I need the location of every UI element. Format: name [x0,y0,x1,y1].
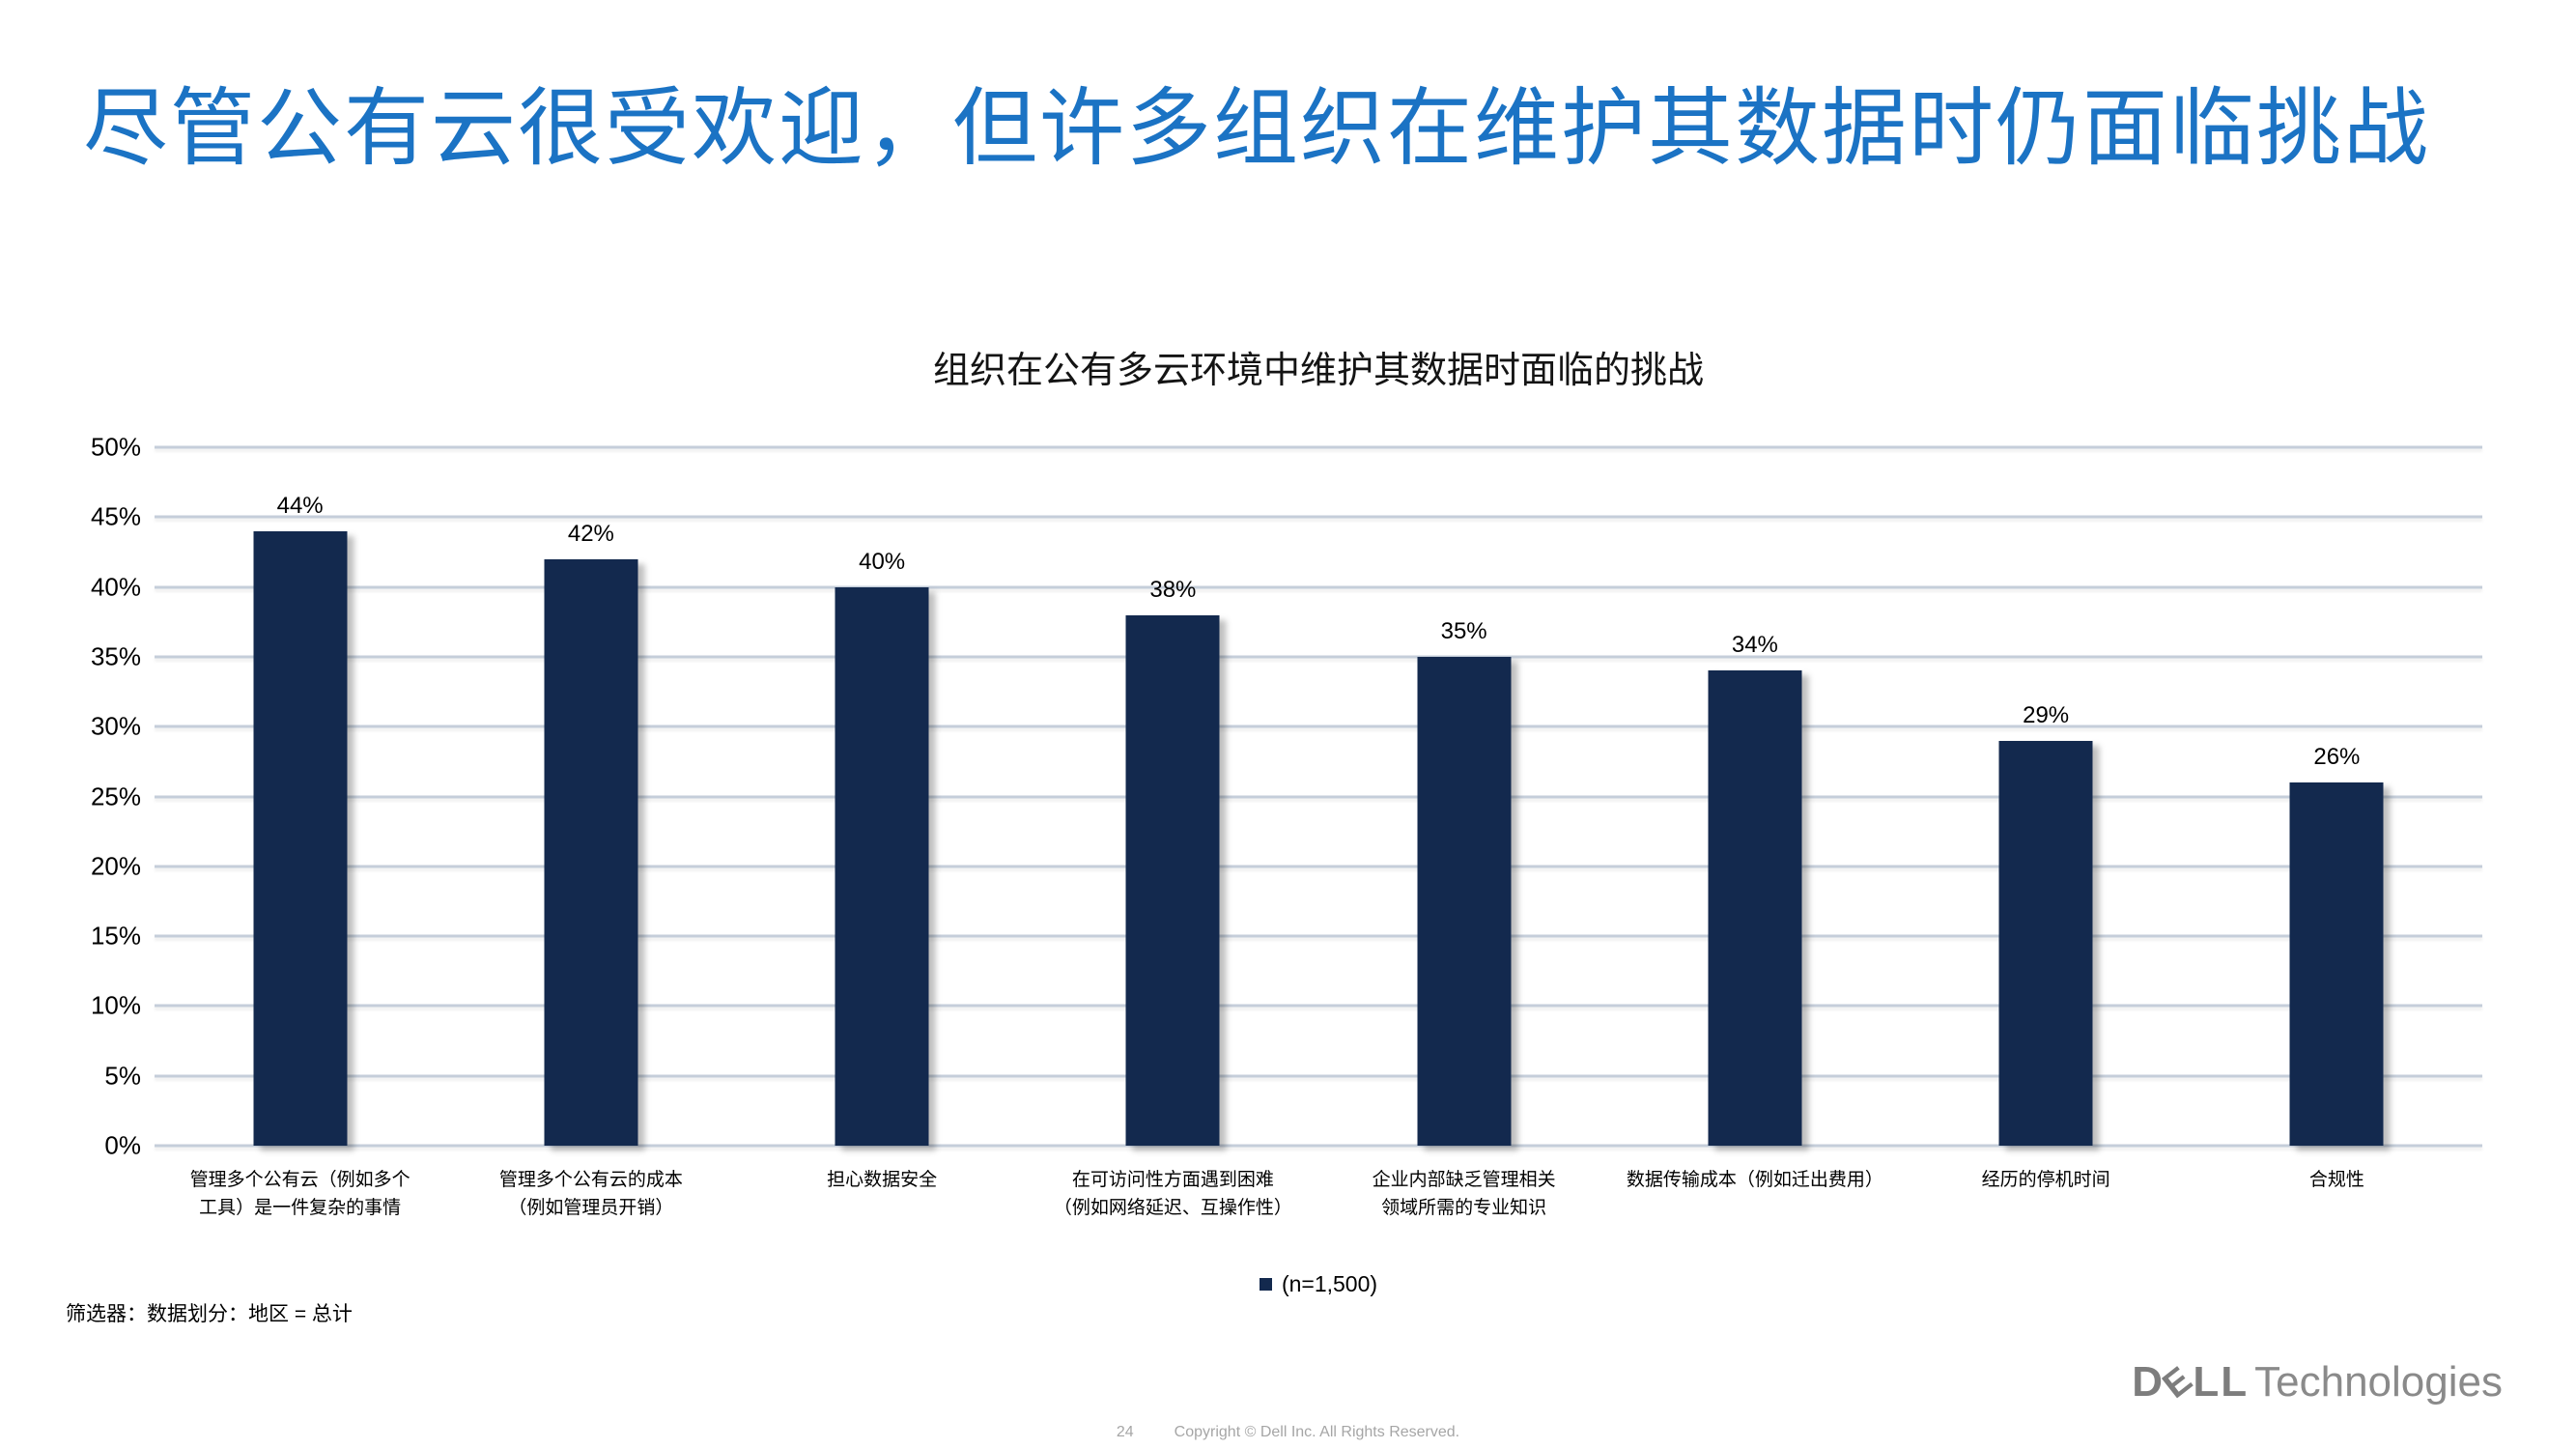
y-axis: 0% 5% 10% 15% 20% 25% 30% 35% 40% 45% 50% [0,433,141,1160]
bar-slot: 34% [1609,447,1900,1146]
y-tick-label: 20% [90,851,141,881]
bar-value-label: 42% [567,520,614,547]
bar-slot: 29% [1901,447,2192,1146]
gridline [155,1004,2482,1008]
bar-slot: 44% [155,447,445,1146]
bar-slot: 35% [1318,447,1609,1146]
y-tick-label: 45% [90,501,141,531]
bar-value-label: 35% [1440,617,1487,644]
gridline [155,934,2482,938]
footer-copyright: Copyright © Dell Inc. All Rights Reserve… [1174,1424,1460,1440]
gridline [155,724,2482,728]
bar-value-label: 40% [859,548,906,575]
bar [544,558,638,1146]
footer-page-number: 24 [1116,1424,1134,1440]
gridline [155,1144,2482,1148]
y-tick-label: 10% [90,990,141,1020]
gridline [155,865,2482,868]
x-category-label: 担心数据安全 [827,1170,938,1190]
x-axis-labels: 管理多个公有云（例如多个 工具）是一件复杂的事情 管理多个公有云的成本 （例如管理… [155,1167,2482,1222]
bar [1708,670,1802,1146]
bar-slot: 26% [2192,447,2482,1146]
bar [1998,740,2093,1146]
x-category-label: 管理多个公有云（例如多个 工具）是一件复杂的事情 [189,1170,410,1218]
y-tick-label: 0% [104,1130,141,1160]
bar [1125,614,1220,1146]
bar-slot: 38% [1028,447,1318,1146]
y-tick-label: 35% [90,641,141,671]
y-tick-label: 50% [90,432,141,462]
bar-slots: 44% 42% 40% 38% 35% 34% 29% 26% [155,447,2482,1146]
bar-value-label: 38% [1149,576,1197,603]
bar [1417,656,1512,1146]
chart-title: 组织在公有多云环境中维护其数据时面临的挑战 [932,351,1704,391]
x-category-label: 管理多个公有云的成本 （例如管理员开销） [498,1170,683,1218]
gridline [155,585,2482,589]
bar [2289,782,2384,1146]
bar-value-label: 26% [2313,744,2361,771]
x-category-label: 合规性 [2308,1170,2364,1190]
footer: 24 Copyright © Dell Inc. All Rights Rese… [0,1424,2576,1441]
legend: (n=1,500) [155,1271,2482,1297]
x-category-label: 企业内部缺乏管理相关 领域所需的专业知识 [1372,1170,1556,1218]
gridline [155,795,2482,798]
y-tick-label: 5% [104,1061,141,1091]
gridline [155,445,2482,449]
y-tick-label: 15% [90,921,141,951]
gridline [155,515,2482,519]
logo-letter: D [2132,1358,2165,1406]
x-category-label: 经历的停机时间 [1981,1170,2110,1190]
bar-slot: 40% [737,447,1028,1146]
bar [253,530,348,1146]
logo-letter: L [2221,1358,2250,1406]
plot-area: 44% 42% 40% 38% 35% 34% 29% 26% [155,445,2482,1148]
x-category-label: 数据传输成本（例如迁出费用） [1626,1170,1883,1190]
gridline [155,655,2482,659]
bar [835,586,929,1146]
y-tick-label: 25% [90,781,141,810]
bar-value-label: 44% [276,492,324,519]
gridline [155,1074,2482,1078]
filter-note: 筛选器：数据划分：地区 = 总计 [66,1303,353,1325]
logo-letter: L [2193,1358,2222,1406]
slide-title: 尽管公有云很受欢迎，但许多组织在维护其数据时仍面临挑战 [83,80,2431,176]
logo-technologies-text: Technologies [2254,1358,2503,1406]
y-tick-label: 40% [90,572,141,602]
bar-slot: 42% [445,447,736,1146]
bar-value-label: 34% [1731,632,1778,659]
legend-label: (n=1,500) [1281,1271,1378,1296]
x-category-label: 在可访问性方面遇到困难 （例如网络延迟、互操作性） [1053,1170,1292,1218]
legend-marker [1259,1278,1272,1291]
y-tick-label: 30% [90,711,141,741]
bar-value-label: 29% [2023,701,2070,728]
